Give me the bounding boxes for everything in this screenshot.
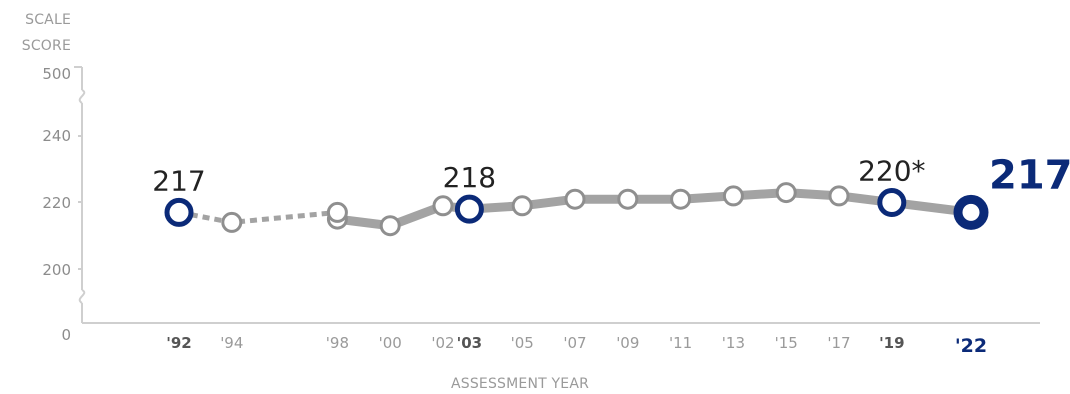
x-axis-title: ASSESSMENT YEAR [451,376,589,392]
x-tick-label-2003: '03 [457,334,482,352]
y-tick-label: 200 [42,261,71,279]
y-axis-break-upper [78,89,86,104]
y-axis-title-line-2: SCORE [22,38,71,54]
x-tick-labels: '92 '94 '98 '00 '02'03 '05 '07 '09 '11 '13 '15 '17 '… [166,334,987,357]
data-point-2009 [617,188,639,210]
x-tick-label-2017: '17 [827,334,850,352]
series-line-solid [332,188,976,231]
data-point-2003 [454,194,484,224]
data-point-2005 [511,195,533,217]
series-line-dashed [178,209,338,225]
data-point-2002 [432,195,454,217]
y-tick-label: 240 [42,127,71,145]
data-point-2007 [564,188,586,210]
x-tick-label-2007: '07 [563,334,586,352]
axes [74,66,1040,324]
data-point-2011 [670,188,692,210]
markers [164,182,989,237]
x-tick-label-2009: '09 [616,334,639,352]
x-tick-label-2005: '05 [511,334,534,352]
y-tick-label: 500 [42,65,71,83]
data-point-1994 [221,211,243,233]
x-tick-label-2013: '13 [722,334,745,352]
x-tick-label-2019: '19 [879,334,904,352]
score-label-2019: 220* [858,155,925,188]
x-tick-label-2015: '15 [775,334,798,352]
score-labels: 217 218 220* 217 [152,152,1070,198]
data-point-2017 [828,185,850,207]
score-label-1992: 217 [152,164,205,197]
x-tick-label-2000: '00 [379,334,402,352]
x-tick-label-2011: '11 [669,334,692,352]
data-point-2000 [379,215,401,237]
y-tick-label: 0 [61,326,71,344]
data-point-2019 [877,188,907,217]
data-point-1998 [326,201,348,223]
score-label-2022: 217 [989,152,1070,198]
data-point-1992 [164,197,194,227]
x-tick-label-1992: '92 [166,334,191,352]
x-tick-label-2002: '02 [431,334,454,352]
data-point-2015 [775,182,797,204]
x-tick-label-1994: '94 [220,334,243,352]
x-tick-label-1998: '98 [326,334,349,352]
y-axis-break-lower [78,289,86,304]
x-tick-label-2022: '22 [955,335,987,357]
score-label-2003: 218 [443,161,496,194]
data-point-2022 [953,194,989,230]
y-axis-title-line-1: SCALE [25,12,71,28]
y-tick-label: 220 [42,194,71,212]
data-point-2013 [722,185,744,207]
